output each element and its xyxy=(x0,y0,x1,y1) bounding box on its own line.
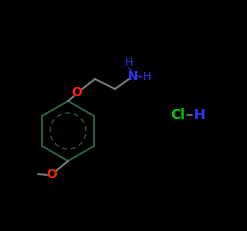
Text: N: N xyxy=(128,70,138,82)
Text: H: H xyxy=(194,108,206,122)
Text: O: O xyxy=(47,168,57,182)
Text: O: O xyxy=(72,86,82,100)
Text: Cl: Cl xyxy=(171,108,185,122)
Text: H: H xyxy=(143,72,151,82)
Text: H: H xyxy=(125,58,133,68)
